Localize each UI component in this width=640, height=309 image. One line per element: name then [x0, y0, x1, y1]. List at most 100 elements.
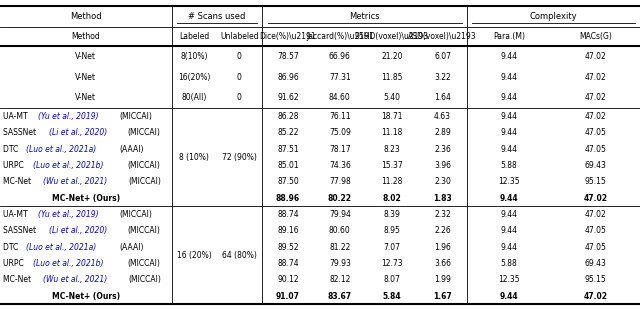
Text: 11.18: 11.18	[381, 129, 403, 138]
Text: 5.88: 5.88	[500, 161, 517, 170]
Text: 47.05: 47.05	[584, 243, 606, 252]
Text: Method: Method	[70, 12, 102, 21]
Text: 16 (20%): 16 (20%)	[177, 251, 211, 260]
Text: (MICCAI): (MICCAI)	[119, 112, 152, 121]
Text: (Li et al., 2020): (Li et al., 2020)	[49, 129, 109, 138]
Text: DTC: DTC	[3, 243, 21, 252]
Text: Complexity: Complexity	[530, 12, 577, 21]
Text: 80(All): 80(All)	[181, 93, 207, 103]
Text: 2.36: 2.36	[434, 145, 451, 154]
Text: (MICCAI): (MICCAI)	[127, 226, 160, 235]
Text: UA-MT: UA-MT	[3, 112, 30, 121]
Text: (Luo et al., 2021b): (Luo et al., 2021b)	[33, 259, 106, 268]
Text: Dice(%)\u2191: Dice(%)\u2191	[260, 32, 316, 41]
Text: 8.23: 8.23	[383, 145, 401, 154]
Text: 1.99: 1.99	[434, 275, 451, 284]
Text: 47.02: 47.02	[584, 93, 606, 103]
Text: 79.93: 79.93	[329, 259, 351, 268]
Text: 95HD(voxel)\u2193: 95HD(voxel)\u2193	[355, 32, 429, 41]
Text: 90.12: 90.12	[277, 275, 299, 284]
Text: 12.73: 12.73	[381, 259, 403, 268]
Text: 88.96: 88.96	[276, 194, 300, 203]
Text: MC-Net: MC-Net	[3, 177, 34, 186]
Text: 2.26: 2.26	[434, 226, 451, 235]
Text: 87.50: 87.50	[277, 177, 299, 186]
Text: 8.39: 8.39	[383, 210, 401, 219]
Text: 21.20: 21.20	[381, 52, 403, 61]
Text: Jaccard(%)\u2191: Jaccard(%)\u2191	[306, 32, 374, 41]
Text: 47.02: 47.02	[583, 194, 607, 203]
Text: 66.96: 66.96	[329, 52, 351, 61]
Text: 9.44: 9.44	[500, 112, 517, 121]
Text: 69.43: 69.43	[584, 259, 606, 268]
Text: 95.15: 95.15	[584, 275, 606, 284]
Text: 12.35: 12.35	[498, 275, 520, 284]
Text: (Yu et al., 2019): (Yu et al., 2019)	[38, 112, 101, 121]
Text: 47.02: 47.02	[584, 210, 606, 219]
Text: 2.30: 2.30	[434, 177, 451, 186]
Text: 1.96: 1.96	[434, 243, 451, 252]
Text: V-Net: V-Net	[76, 93, 96, 103]
Text: 89.16: 89.16	[277, 226, 299, 235]
Text: ASD(voxel)\u2193: ASD(voxel)\u2193	[408, 32, 477, 41]
Text: 9.44: 9.44	[500, 145, 517, 154]
Text: V-Net: V-Net	[76, 52, 96, 61]
Text: URPC: URPC	[3, 259, 26, 268]
Text: V-Net: V-Net	[76, 73, 96, 82]
Text: (Wu et al., 2021): (Wu et al., 2021)	[42, 275, 109, 284]
Text: 47.02: 47.02	[584, 112, 606, 121]
Text: 2.32: 2.32	[434, 210, 451, 219]
Text: 3.96: 3.96	[434, 161, 451, 170]
Text: 1.83: 1.83	[433, 194, 452, 203]
Text: 77.31: 77.31	[329, 73, 351, 82]
Text: (Luo et al., 2021b): (Luo et al., 2021b)	[33, 161, 106, 170]
Text: 88.74: 88.74	[277, 210, 299, 219]
Text: 9.44: 9.44	[499, 292, 518, 301]
Text: 88.74: 88.74	[277, 259, 299, 268]
Text: (MICCAI): (MICCAI)	[119, 210, 152, 219]
Text: Para.(M): Para.(M)	[493, 32, 525, 41]
Text: (Luo et al., 2021a): (Luo et al., 2021a)	[26, 243, 99, 252]
Text: 91.07: 91.07	[276, 292, 300, 301]
Text: DTC: DTC	[3, 145, 21, 154]
Text: 2.89: 2.89	[434, 129, 451, 138]
Text: 9.44: 9.44	[500, 52, 517, 61]
Text: (Wu et al., 2021): (Wu et al., 2021)	[42, 177, 109, 186]
Text: (MICCAI): (MICCAI)	[127, 129, 160, 138]
Text: 78.17: 78.17	[329, 145, 351, 154]
Text: (Yu et al., 2019): (Yu et al., 2019)	[38, 210, 101, 219]
Text: 15.37: 15.37	[381, 161, 403, 170]
Text: 3.22: 3.22	[434, 73, 451, 82]
Text: 85.22: 85.22	[277, 129, 299, 138]
Text: 8.95: 8.95	[383, 226, 401, 235]
Text: 91.62: 91.62	[277, 93, 299, 103]
Text: 7.07: 7.07	[383, 243, 401, 252]
Text: 77.98: 77.98	[329, 177, 351, 186]
Text: 5.40: 5.40	[383, 93, 401, 103]
Text: (MICCAI): (MICCAI)	[129, 275, 161, 284]
Text: 47.05: 47.05	[584, 145, 606, 154]
Text: MACs(G): MACs(G)	[579, 32, 612, 41]
Text: (AAAI): (AAAI)	[120, 243, 144, 252]
Text: 9.44: 9.44	[499, 194, 518, 203]
Text: 9.44: 9.44	[500, 210, 517, 219]
Text: 75.09: 75.09	[329, 129, 351, 138]
Text: 80.60: 80.60	[329, 226, 351, 235]
Text: 86.28: 86.28	[277, 112, 299, 121]
Text: Labeled: Labeled	[179, 32, 209, 41]
Text: (AAAI): (AAAI)	[120, 145, 144, 154]
Text: 74.36: 74.36	[329, 161, 351, 170]
Text: 18.71: 18.71	[381, 112, 403, 121]
Text: # Scans used: # Scans used	[188, 12, 246, 21]
Text: 9.44: 9.44	[500, 73, 517, 82]
Text: SASSNet: SASSNet	[3, 226, 38, 235]
Text: MC-Net+ (Ours): MC-Net+ (Ours)	[52, 194, 120, 203]
Text: 86.96: 86.96	[277, 73, 299, 82]
Text: 5.84: 5.84	[383, 292, 401, 301]
Text: URPC: URPC	[3, 161, 26, 170]
Text: 5.88: 5.88	[500, 259, 517, 268]
Text: (MICCAI): (MICCAI)	[127, 259, 160, 268]
Text: 47.05: 47.05	[584, 129, 606, 138]
Text: 95.15: 95.15	[584, 177, 606, 186]
Text: 47.02: 47.02	[584, 73, 606, 82]
